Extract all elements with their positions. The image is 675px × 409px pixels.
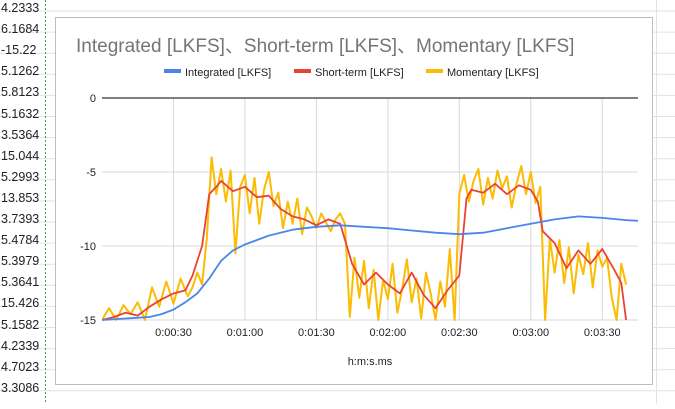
legend-item[interactable]: Short-term [LKFS] bbox=[315, 67, 404, 79]
cell-value[interactable]: 6.1684 bbox=[1, 22, 40, 37]
y-tick-label: -15 bbox=[80, 315, 96, 327]
cell-value[interactable]: 3.3086 bbox=[1, 380, 40, 395]
cell-value[interactable]: 15.426 bbox=[1, 296, 40, 311]
cell-value[interactable]: 13.853 bbox=[1, 190, 40, 205]
cell-value[interactable]: 3.5364 bbox=[1, 127, 40, 142]
legend-swatch bbox=[426, 69, 443, 73]
legend-item[interactable]: Integrated [LKFS] bbox=[185, 67, 271, 79]
x-axis-label: h:m:s.ms bbox=[348, 356, 393, 368]
cell-value[interactable]: 4.7023 bbox=[1, 359, 40, 374]
y-tick-label: 0 bbox=[90, 93, 96, 105]
cell-value[interactable]: 15.044 bbox=[1, 148, 40, 163]
series-line-short-term[interactable] bbox=[102, 179, 627, 321]
chart-legend[interactable]: Integrated [LKFS] Short-term [LKFS] Moment… bbox=[164, 67, 539, 79]
cell-value[interactable]: 5.4784 bbox=[1, 233, 40, 248]
y-tick-label: -5 bbox=[86, 167, 96, 179]
cell-value[interactable]: 5.8123 bbox=[1, 85, 40, 100]
cell-value[interactable]: 5.3979 bbox=[1, 254, 40, 269]
x-tick-label: 0:03:30 bbox=[584, 327, 621, 339]
chart-canvas: Integrated [LKFS]、Short-term [LKFS]、Mome… bbox=[76, 36, 638, 368]
legend-item[interactable]: Momentary [LKFS] bbox=[447, 67, 539, 79]
legend-swatch bbox=[164, 69, 181, 73]
y-tick-label: -10 bbox=[80, 241, 96, 253]
cell-value[interactable]: 5.1632 bbox=[1, 106, 40, 121]
cell-value[interactable]: 5.1582 bbox=[1, 317, 40, 332]
series-line-integrated[interactable] bbox=[102, 215, 638, 321]
series-line-momentary[interactable] bbox=[102, 156, 628, 321]
chart-title: Integrated [LKFS]、Short-term [LKFS]、Mome… bbox=[76, 36, 574, 57]
x-tick-label: 0:00:30 bbox=[155, 327, 192, 339]
chart-series bbox=[102, 156, 638, 321]
cell-value[interactable]: 4.2339 bbox=[1, 338, 40, 353]
cell-value[interactable]: 3.7393 bbox=[1, 212, 40, 226]
embedded-chart[interactable]: Integrated [LKFS]、Short-term [LKFS]、Mome… bbox=[55, 17, 653, 385]
cell-value[interactable]: 5.3641 bbox=[1, 275, 40, 290]
x-tick-label: 0:03:00 bbox=[512, 327, 549, 339]
legend-swatch bbox=[294, 69, 311, 73]
x-tick-label: 0:02:00 bbox=[370, 327, 407, 339]
cell-value[interactable]: 4.2333 bbox=[1, 1, 40, 15]
x-tick-label: 0:01:00 bbox=[227, 327, 264, 339]
cell-value[interactable]: -15.22 bbox=[1, 43, 37, 58]
x-tick-label: 0:02:30 bbox=[441, 327, 478, 339]
x-tick-label: 0:01:30 bbox=[298, 327, 335, 339]
chart-gridlines: 0:00:30 0:01:00 0:01:30 0:02:00 0:02:30 0:03:… bbox=[80, 93, 638, 339]
cell-value[interactable]: 5.1262 bbox=[1, 64, 40, 79]
cell-value[interactable]: 5.2993 bbox=[1, 169, 40, 184]
